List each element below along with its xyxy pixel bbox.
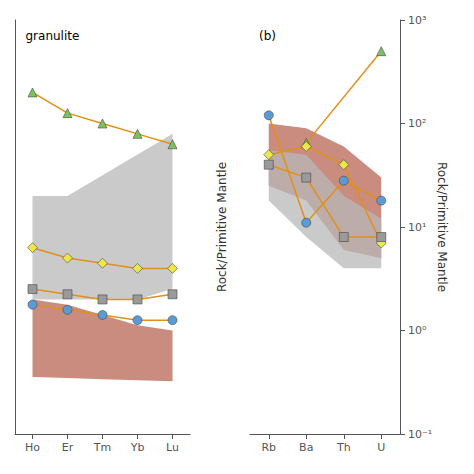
- svg-text:10⁰: 10⁰: [408, 324, 427, 337]
- svg-text:granulite: granulite: [26, 29, 80, 43]
- svg-text:U: U: [377, 441, 385, 454]
- svg-text:10³: 10³: [408, 14, 426, 27]
- svg-text:Yb: Yb: [130, 441, 145, 454]
- svg-text:10¹: 10¹: [408, 221, 426, 234]
- svg-text:10²: 10²: [408, 117, 426, 130]
- svg-text:Rock/Primitive Mantle: Rock/Primitive Mantle: [215, 162, 229, 292]
- svg-text:(b): (b): [259, 29, 276, 43]
- svg-text:Ba: Ba: [299, 441, 313, 454]
- svg-text:Tm: Tm: [93, 441, 111, 454]
- svg-text:Lu: Lu: [166, 441, 179, 454]
- svg-text:Rb: Rb: [261, 441, 276, 454]
- svg-text:Ho: Ho: [25, 441, 40, 454]
- svg-text:Er: Er: [62, 441, 74, 454]
- svg-text:10⁻¹: 10⁻¹: [408, 428, 432, 441]
- svg-text:Th: Th: [336, 441, 351, 454]
- svg-text:Rock/Primitive Mantle: Rock/Primitive Mantle: [435, 162, 449, 292]
